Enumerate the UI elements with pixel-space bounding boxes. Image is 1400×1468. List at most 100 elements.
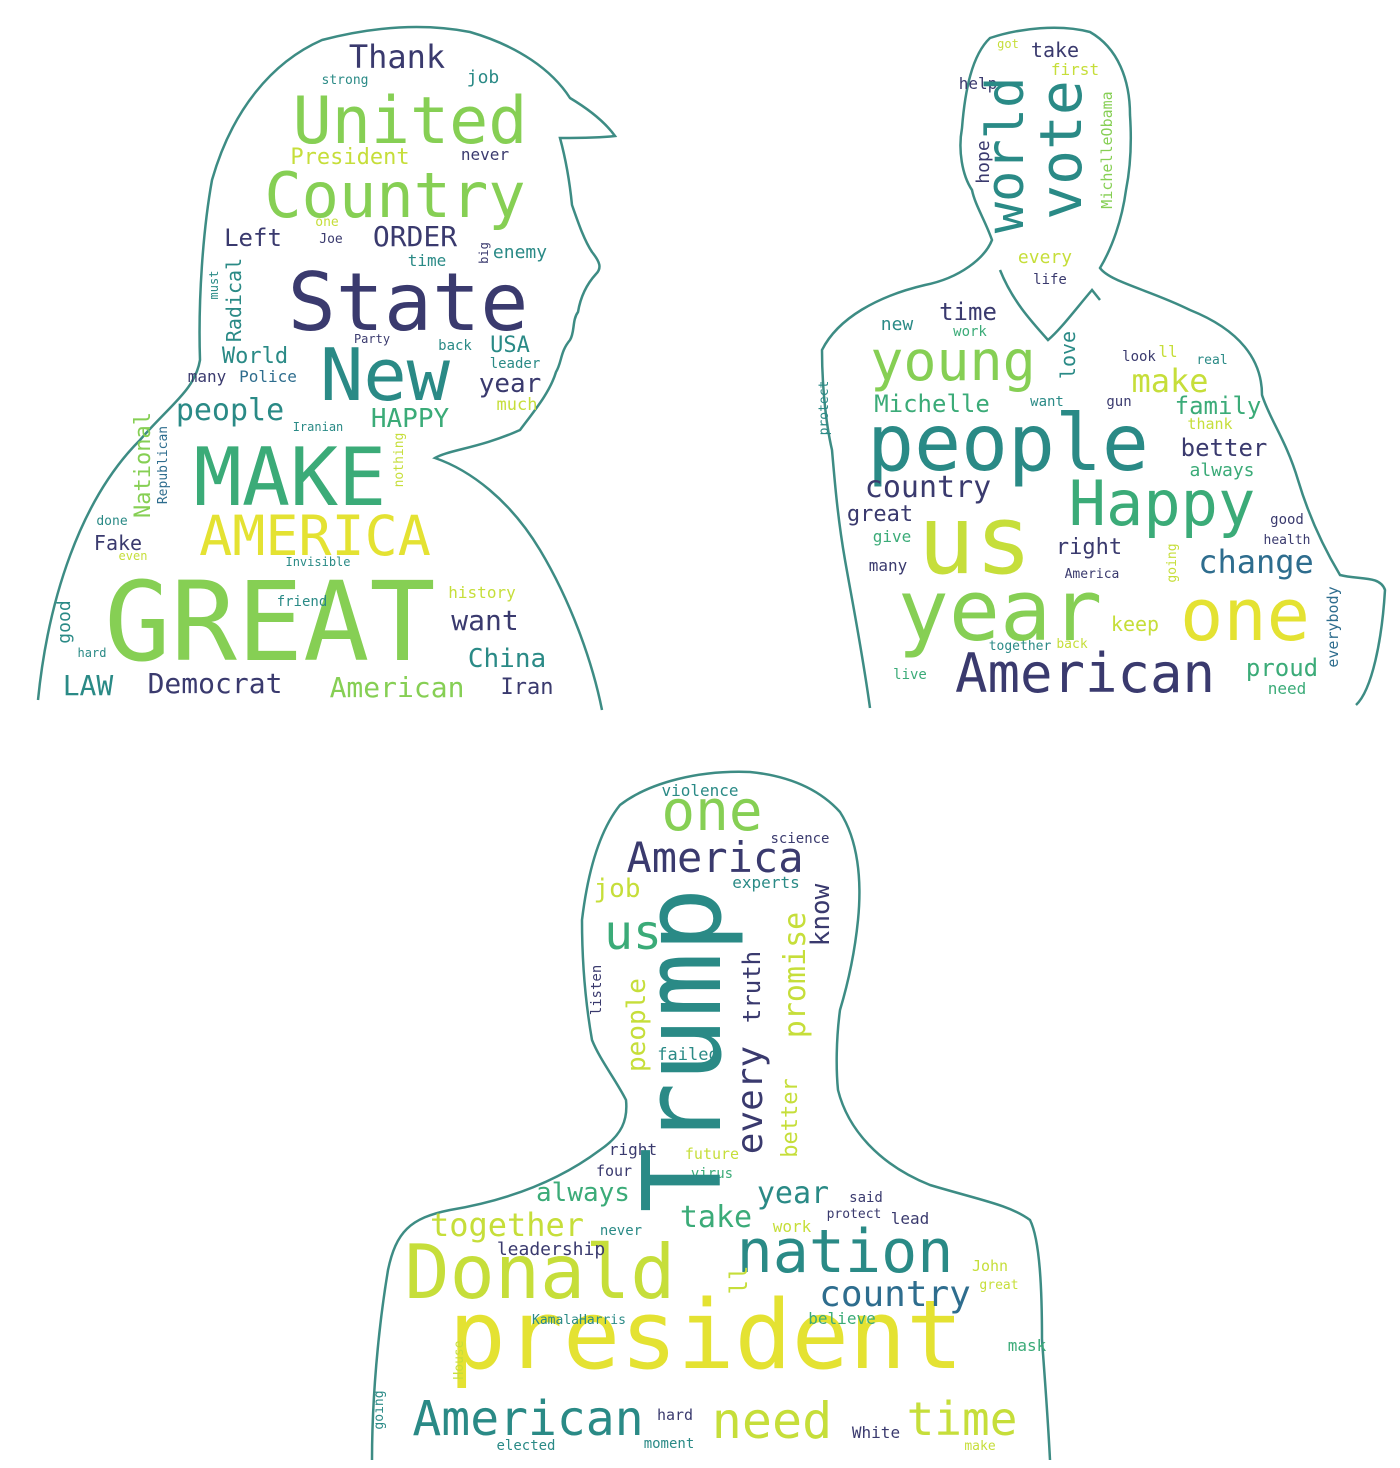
cloud-word: got bbox=[997, 37, 1019, 51]
cloud-word: job bbox=[594, 874, 641, 904]
cloud-word: House bbox=[452, 1340, 467, 1379]
cloud-word: said bbox=[849, 1190, 883, 1206]
cloud-word: nation bbox=[737, 1217, 954, 1287]
cloud-word: Invisible bbox=[285, 555, 350, 569]
cloud-word: back bbox=[1056, 637, 1087, 652]
cloud-word: people bbox=[176, 393, 284, 428]
cloud-word: help bbox=[959, 74, 998, 93]
cloud-word: Fake bbox=[94, 531, 142, 555]
cloud-word: USA bbox=[490, 333, 530, 358]
cloud-word: done bbox=[96, 514, 127, 529]
cloud-word: Republican bbox=[156, 426, 171, 504]
cloud-word: even bbox=[119, 549, 148, 563]
cloud-word: MAKE bbox=[194, 431, 387, 524]
cloud-word: young bbox=[870, 329, 1036, 393]
cloud-word: take bbox=[1031, 38, 1079, 62]
cloud-word: leadership bbox=[497, 1239, 605, 1260]
cloud-word: great bbox=[979, 1278, 1018, 1293]
cloud-word: everybody bbox=[1324, 586, 1342, 667]
cloud-word: United bbox=[293, 84, 528, 159]
cloud-word: need bbox=[712, 1392, 832, 1450]
cloud-word: Iranian bbox=[293, 420, 344, 434]
cloud-word: right bbox=[1056, 535, 1122, 560]
cloud-word: enemy bbox=[493, 242, 547, 263]
cloud-word: believe bbox=[808, 1309, 875, 1328]
cloud-word: many bbox=[188, 367, 227, 386]
cloud-word: failed bbox=[657, 1045, 718, 1065]
cloud-word: virus bbox=[691, 1166, 733, 1182]
obama-collar-outline bbox=[998, 269, 1101, 342]
cloud-word: vote bbox=[1027, 80, 1095, 220]
cloud-word: time bbox=[939, 298, 997, 326]
cloud-word: never bbox=[600, 1223, 642, 1239]
cloud-word: State bbox=[288, 256, 529, 349]
cloud-word: one bbox=[315, 215, 339, 230]
cloud-word: work bbox=[773, 1217, 812, 1236]
biden-silhouette-outline bbox=[370, 770, 1052, 1461]
cloud-word: family bbox=[1175, 392, 1262, 420]
cloud-word: back bbox=[438, 338, 472, 354]
cloud-word: nothing bbox=[392, 433, 407, 488]
cloud-word: country bbox=[865, 470, 991, 505]
cloud-word: Democrat bbox=[148, 667, 283, 700]
cloud-word: American bbox=[330, 671, 465, 704]
cloud-word: Happy bbox=[1069, 467, 1256, 540]
cloud-word: President bbox=[290, 145, 409, 170]
cloud-word: four bbox=[596, 1162, 632, 1180]
cloud-word: elected bbox=[496, 1438, 555, 1454]
cloud-word: science bbox=[770, 831, 829, 847]
cloud-word: country bbox=[819, 1274, 971, 1315]
cloud-word: America bbox=[626, 833, 803, 882]
cloud-word: America bbox=[1065, 567, 1120, 582]
cloud-word: Trump bbox=[621, 887, 746, 1212]
cloud-word: world bbox=[976, 77, 1036, 234]
cloud-word: together bbox=[430, 1206, 584, 1244]
cloud-word: ll bbox=[725, 1266, 753, 1295]
cloud-word: AMERICA bbox=[199, 504, 431, 568]
cloud-word: make bbox=[964, 1439, 995, 1454]
cloud-word: know bbox=[806, 883, 836, 946]
cloud-word: going bbox=[1165, 543, 1180, 582]
cloud-word: make bbox=[1131, 362, 1208, 400]
obama-silhouette-outline bbox=[820, 26, 1387, 709]
cloud-word: National bbox=[131, 412, 156, 518]
cloud-word: people bbox=[622, 978, 652, 1072]
cloud-word: life bbox=[1033, 272, 1067, 288]
trump-silhouette-outline bbox=[36, 25, 618, 711]
cloud-word: give bbox=[873, 527, 912, 546]
cloud-word: every bbox=[1018, 247, 1072, 268]
cloud-word: John bbox=[972, 1257, 1008, 1275]
cloud-word: need bbox=[1268, 679, 1307, 698]
cloud-word: love bbox=[1056, 331, 1080, 379]
cloud-word: time bbox=[907, 1392, 1018, 1446]
cloud-word: every bbox=[730, 1046, 771, 1154]
cloud-word: Thank bbox=[349, 38, 445, 76]
cloud-word: better bbox=[1181, 434, 1268, 462]
cloud-word: real bbox=[1196, 353, 1227, 368]
cloud-word: year bbox=[479, 369, 542, 399]
cloud-word: thank bbox=[1187, 415, 1232, 433]
cloud-word: Iran bbox=[501, 675, 554, 700]
cloud-word: experts bbox=[732, 873, 799, 892]
cloud-word: must bbox=[207, 271, 221, 300]
cloud-word: president bbox=[449, 1281, 964, 1391]
cloud-word: new bbox=[881, 314, 914, 335]
cloud-word: World bbox=[222, 344, 288, 369]
cloud-word: great bbox=[847, 502, 913, 527]
cloud-word: mask bbox=[1008, 1336, 1047, 1355]
cloud-word: violence bbox=[661, 781, 738, 800]
cloud-word: protect bbox=[817, 381, 832, 436]
cloud-word: truth bbox=[738, 951, 766, 1023]
cloud-word: Police bbox=[239, 367, 297, 386]
cloud-word: always bbox=[536, 1178, 630, 1208]
cloud-word: LAW bbox=[63, 669, 114, 702]
cloud-word: one bbox=[661, 779, 762, 844]
cloud-word: friend bbox=[277, 594, 328, 610]
cloud-word: health bbox=[1264, 533, 1311, 548]
cloud-word: Party bbox=[354, 332, 390, 346]
cloud-word: work bbox=[953, 324, 987, 340]
cloud-word: White bbox=[852, 1423, 900, 1442]
